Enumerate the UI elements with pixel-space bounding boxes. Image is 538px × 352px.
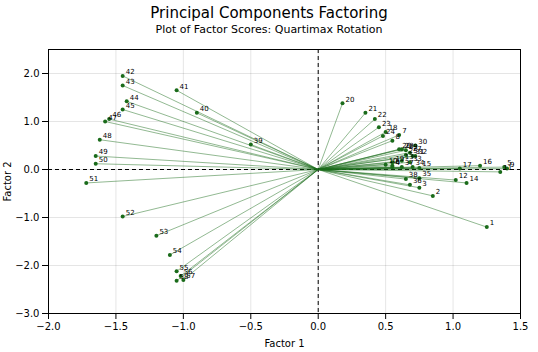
svg-text:11: 11 [503, 164, 512, 172]
svg-text:0.0: 0.0 [24, 164, 40, 175]
svg-text:−1.5: −1.5 [104, 321, 128, 332]
svg-text:15: 15 [422, 160, 432, 169]
svg-text:36: 36 [412, 177, 422, 186]
html-text:Plot of Factor Scores: Quartim: Plot of Factor Scores: Quartimax Rotatio… [155, 23, 383, 36]
svg-text:12: 12 [459, 172, 468, 180]
svg-text:45: 45 [126, 102, 135, 110]
svg-text:8: 8 [395, 133, 399, 141]
svg-text:14: 14 [470, 175, 479, 183]
svg-text:39: 39 [254, 137, 263, 145]
svg-text:0.0: 0.0 [310, 321, 326, 332]
svg-text:−2.0: −2.0 [15, 260, 39, 271]
svg-text:44: 44 [130, 94, 139, 102]
svg-text:Factor 1: Factor 1 [264, 338, 304, 349]
svg-text:1.5: 1.5 [513, 321, 529, 332]
svg-text:40: 40 [200, 105, 209, 113]
svg-text:Factor 2: Factor 2 [2, 161, 13, 201]
svg-text:20: 20 [345, 96, 354, 104]
svg-text:42: 42 [126, 68, 135, 76]
svg-text:57: 57 [186, 272, 196, 281]
svg-text:10: 10 [388, 156, 398, 165]
svg-text:−3.0: −3.0 [15, 308, 39, 319]
svg-text:52: 52 [126, 209, 135, 217]
svg-text:2.0: 2.0 [24, 68, 40, 79]
svg-text:19: 19 [395, 155, 404, 163]
svg-text:−1.0: −1.0 [171, 321, 195, 332]
svg-text:23: 23 [382, 120, 391, 128]
svg-text:21: 21 [368, 105, 377, 113]
svg-text:43: 43 [126, 78, 135, 86]
svg-text:35: 35 [422, 170, 431, 178]
svg-text:−1.0: −1.0 [15, 212, 39, 223]
html-text:Principal Components Factoring: Principal Components Factoring [150, 4, 388, 22]
svg-text:22: 22 [378, 111, 387, 119]
svg-text:50: 50 [99, 156, 108, 164]
svg-text:30: 30 [418, 138, 427, 146]
svg-text:7: 7 [402, 127, 406, 135]
svg-text:−0.5: −0.5 [239, 321, 263, 332]
svg-text:41: 41 [180, 83, 189, 91]
svg-text:1: 1 [490, 219, 494, 227]
svg-text:48: 48 [103, 132, 112, 140]
svg-text:1.0: 1.0 [445, 321, 461, 332]
svg-text:0.5: 0.5 [378, 321, 394, 332]
svg-text:51: 51 [89, 175, 98, 183]
svg-text:16: 16 [483, 158, 492, 166]
svg-text:58: 58 [180, 273, 189, 281]
svg-text:1.0: 1.0 [24, 116, 40, 127]
svg-text:17: 17 [463, 161, 472, 169]
svg-text:54: 54 [173, 247, 182, 255]
svg-text:38: 38 [409, 171, 418, 179]
svg-text:−2.0: −2.0 [36, 321, 60, 332]
svg-text:53: 53 [159, 228, 168, 236]
svg-text:2: 2 [436, 188, 440, 196]
svg-text:49: 49 [98, 148, 108, 157]
svg-text:3: 3 [422, 180, 426, 188]
svg-text:24: 24 [386, 128, 395, 136]
svg-text:34: 34 [416, 159, 425, 167]
svg-text:37: 37 [405, 159, 414, 167]
svg-text:47: 47 [108, 114, 117, 122]
svg-text:29: 29 [408, 142, 418, 151]
svg-text:32: 32 [418, 148, 428, 157]
svg-text:9: 9 [510, 160, 515, 169]
